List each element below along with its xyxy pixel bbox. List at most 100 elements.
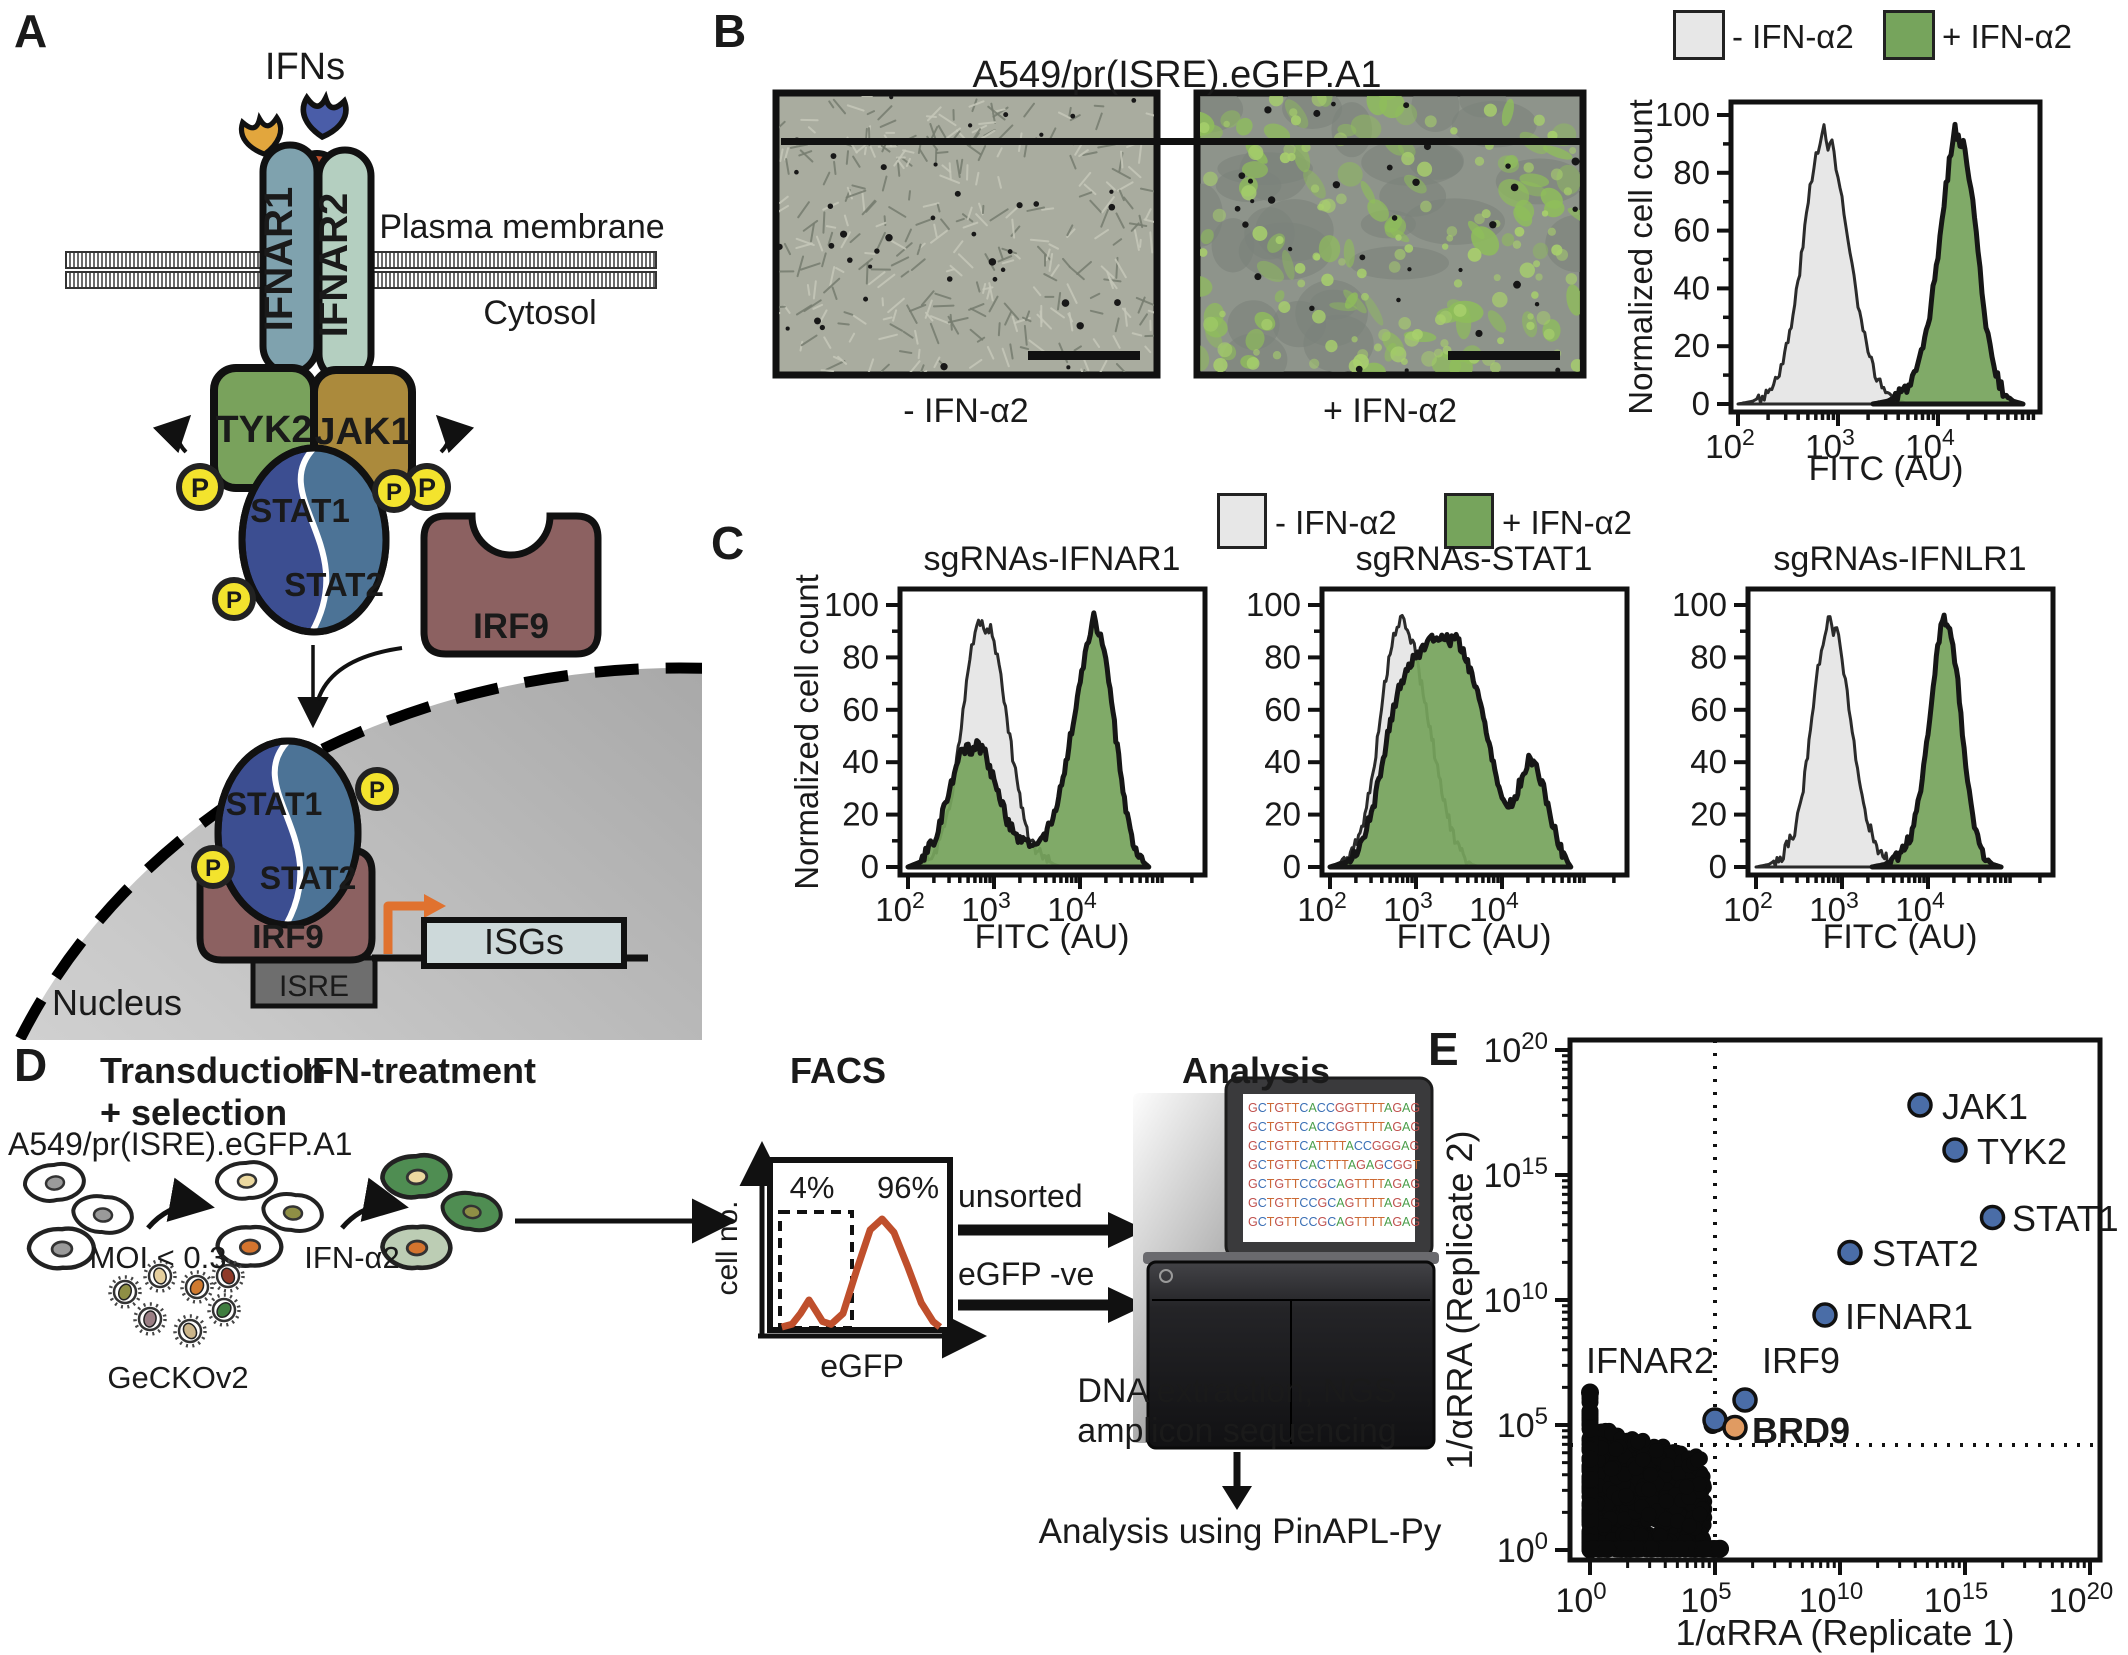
e-label-ifnar2: IFNAR2	[1585, 1340, 1715, 1381]
y-tick-label: 80	[1673, 154, 1710, 191]
ifnar1-receptor: IFNAR1	[257, 141, 321, 377]
gene-point-brd9	[1722, 1414, 1748, 1441]
phospho-badge-nuclear-right: P	[355, 767, 399, 811]
d-step1-line2: + selection	[100, 1092, 288, 1133]
y-tick-label: 80	[1690, 638, 1727, 675]
gene-point-jak1	[1907, 1092, 1933, 1118]
x-tick-label: 104	[1469, 887, 1519, 928]
c-legend-pos-swatch	[1444, 493, 1494, 549]
d-virus-library	[108, 1259, 245, 1348]
ifn-treatment-arrow	[340, 1177, 409, 1230]
y-tick-label: 0	[1692, 385, 1710, 422]
y-tick-label: 1020	[1483, 1028, 1548, 1070]
facs-xlabel: eGFP	[820, 1348, 904, 1384]
b-legend-neg-swatch	[1673, 10, 1725, 60]
hist-series	[1869, 612, 2004, 870]
sequencer-screen-text: GCTGTTCACCGGTTTTAGAG GCTGTTCACCGGTTTTAGAG…	[1248, 1101, 1420, 1229]
panel-a-pathway-diagram: IFNAR1 IFNAR2 TYK2 JAK1 P	[13, 90, 702, 1040]
hist-series	[1754, 615, 1904, 869]
y-tick-label: 105	[1497, 1403, 1548, 1445]
svg-text:P: P	[226, 587, 242, 614]
y-tick-label: 40	[1690, 743, 1727, 780]
y-tick-label: 0	[861, 848, 879, 885]
d-cells-parental	[23, 1162, 134, 1271]
y-tick-label: 60	[842, 691, 879, 728]
c1-title: sgRNAs-IFNAR1	[923, 540, 1181, 578]
ifn-ligand-blue-icon	[300, 90, 349, 141]
y-tick-label: 60	[1673, 212, 1710, 249]
ngs-line1: DNA extraction, NGS	[1077, 1372, 1397, 1410]
y-tick-label: 100	[1497, 1528, 1548, 1570]
irf9-free: IRF9	[420, 512, 602, 658]
y-tick-label: 80	[1264, 638, 1301, 675]
svg-text:ISGs: ISGs	[484, 921, 564, 962]
phospho-badge-nuclear-left: P	[191, 845, 235, 889]
c-hist-ylabel: Normalized cell count	[788, 574, 825, 889]
y-tick-label: 100	[1655, 96, 1710, 133]
panel-d-letter: D	[14, 1039, 48, 1091]
y-tick-label: 100	[824, 586, 879, 623]
y-tick-label: 20	[1690, 796, 1727, 833]
hist-series	[1327, 631, 1574, 870]
b-legend-pos-swatch	[1883, 10, 1935, 60]
d-cell-line-label: A549/pr(ISRE).eGFP.A1	[8, 1126, 353, 1162]
seq-line: GCTGTTCCGCAGTTTTAGAG	[1248, 1215, 1420, 1229]
unsorted-label: unsorted	[958, 1178, 1083, 1214]
svg-text:STAT2: STAT2	[260, 860, 357, 896]
facs-gate-box	[778, 1210, 854, 1330]
transcription-arrow	[383, 894, 446, 954]
b-hist-xlabel: FITC (AU)	[1808, 450, 1964, 488]
y-tick-label: 80	[842, 638, 879, 675]
x-tick-label: 100	[1555, 1578, 1606, 1620]
unsorted-arrow	[958, 1212, 1146, 1248]
ifn-ligand-orange-icon	[238, 112, 284, 158]
d-library-label: GeCKOv2	[107, 1360, 249, 1395]
svg-text:IFNAR2: IFNAR2	[312, 193, 356, 337]
b-title-underline	[781, 138, 1582, 145]
nucleus-label: Nucleus	[52, 982, 183, 1023]
seq-line: GCTGTTCATTTTACCGGGAG	[1248, 1139, 1419, 1153]
d-cells-ifn-treated	[380, 1153, 503, 1271]
svg-text:STAT1: STAT1	[250, 492, 350, 529]
d-step3: FACS	[790, 1050, 887, 1091]
y-tick-label: 0	[1283, 848, 1301, 885]
x-tick-label: 104	[1905, 424, 1955, 465]
facs-mini-plot	[739, 1141, 987, 1359]
svg-text:P: P	[191, 473, 209, 503]
d-cells-transduced	[214, 1160, 324, 1268]
y-tick-label: 20	[842, 796, 879, 833]
y-tick-label: 60	[1690, 691, 1727, 728]
svg-text:P: P	[369, 777, 385, 804]
x-tick-label: 1010	[1799, 1578, 1864, 1620]
d-step1-line1: Transduction	[100, 1050, 327, 1091]
phospho-badge-stat-upper: P	[372, 469, 416, 513]
b-img-neg-label: - IFN-α2	[903, 392, 1029, 430]
svg-text:P: P	[386, 479, 402, 506]
y-tick-label: 100	[1672, 586, 1727, 623]
c2-title: sgRNAs-STAT1	[1355, 540, 1593, 578]
egfp-negative-label: eGFP -ve	[958, 1256, 1095, 1292]
y-tick-label: 1010	[1483, 1278, 1548, 1320]
x-tick-label: 103	[1383, 887, 1433, 928]
panel-c-letter: C	[711, 517, 745, 569]
phosphorylation-arrow-right	[435, 414, 475, 454]
svg-text:IFNAR1: IFNAR1	[257, 187, 301, 331]
phospho-badge-jak1: P	[403, 463, 451, 511]
e-label-jak1: JAK1	[1942, 1086, 2029, 1127]
scale-bar	[1028, 351, 1140, 360]
stat-dimer-nuclear: STAT1 STAT2	[214, 737, 362, 929]
e-ylabel: 1/αRRA (Replicate 2)	[1439, 1131, 1480, 1470]
e-label-ifnar1: IFNAR1	[1845, 1296, 1974, 1337]
c1-xlabel: FITC (AU)	[974, 918, 1130, 956]
c-legend-neg-label: - IFN-α2	[1275, 504, 1397, 541]
x-tick-label: 102	[1705, 424, 1755, 465]
e-label-stat2: STAT2	[1872, 1233, 1979, 1274]
scale-bar	[1448, 351, 1560, 360]
gene-point-irf9	[1732, 1387, 1758, 1413]
seq-line: GCTGTTCACCGGTTTTAGAG	[1248, 1101, 1420, 1115]
isre-label: ISRE	[279, 970, 349, 1003]
y-tick-label: 40	[1673, 269, 1710, 306]
